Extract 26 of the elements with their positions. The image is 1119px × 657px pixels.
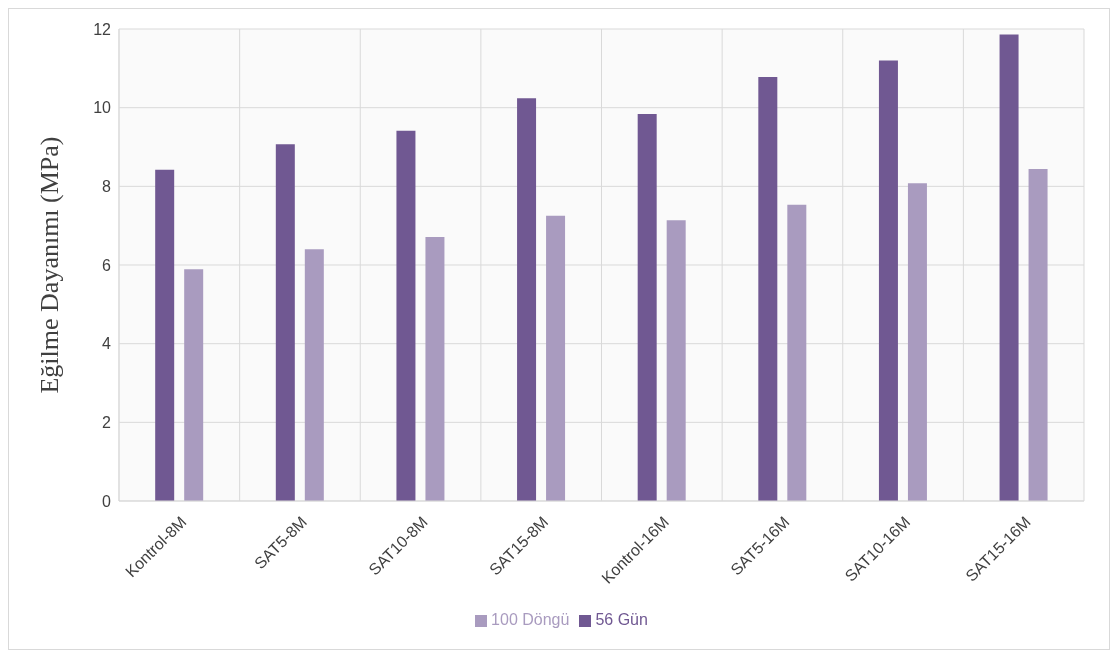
y-axis-title: Eğilme Dayanımı (MPa) — [35, 136, 65, 394]
bar — [396, 130, 416, 501]
bar — [517, 98, 537, 501]
legend-label: 56 Gün — [595, 611, 648, 628]
y-tick-label: 6 — [102, 256, 112, 274]
bar — [155, 169, 175, 501]
bar — [878, 60, 898, 501]
y-tick-label: 2 — [102, 414, 112, 432]
legend-label: 100 Döngü — [491, 611, 570, 628]
y-tick-label: 10 — [93, 99, 112, 117]
bar — [758, 76, 778, 501]
bar — [787, 204, 807, 501]
y-tick-label: 0 — [102, 492, 112, 510]
bar — [546, 215, 566, 501]
bar — [275, 144, 295, 501]
bar — [184, 269, 204, 501]
bar — [907, 183, 927, 501]
y-tick-label: 8 — [102, 178, 112, 196]
bar — [637, 113, 657, 501]
bar — [1028, 169, 1048, 501]
bar — [999, 34, 1019, 501]
bar — [666, 220, 686, 501]
bar — [304, 249, 324, 501]
y-tick-label: 4 — [102, 335, 112, 353]
bar — [425, 237, 445, 501]
y-tick-label: 12 — [93, 20, 112, 38]
